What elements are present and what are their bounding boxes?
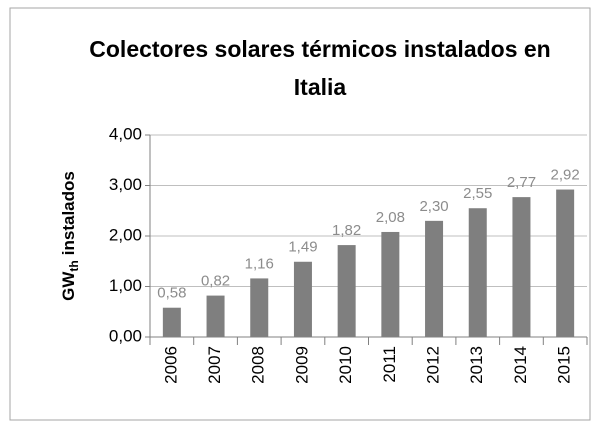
bar bbox=[337, 245, 356, 337]
bar bbox=[512, 197, 531, 337]
y-tick-label: 2,00 bbox=[109, 225, 142, 244]
bar bbox=[556, 189, 575, 337]
x-tick-label: 2010 bbox=[336, 346, 355, 384]
x-tick-label: 2011 bbox=[380, 346, 399, 383]
value-label: 1,16 bbox=[245, 255, 274, 272]
chart-frame bbox=[9, 7, 591, 421]
value-label: 2,55 bbox=[463, 185, 492, 202]
y-tick-label: 3,00 bbox=[109, 175, 142, 194]
x-tick-label: 2007 bbox=[205, 346, 224, 384]
y-label-main: GW bbox=[59, 271, 78, 301]
x-tick-label: 2008 bbox=[249, 346, 268, 384]
x-tick-label: 2009 bbox=[292, 346, 311, 384]
x-tick-label: 2012 bbox=[424, 346, 443, 384]
bar bbox=[425, 220, 444, 337]
y-tick-label: 4,00 bbox=[109, 124, 142, 143]
value-label: 1,49 bbox=[288, 239, 317, 256]
bar bbox=[206, 295, 225, 337]
value-label: 2,08 bbox=[376, 209, 405, 226]
x-tick-label: 2013 bbox=[467, 346, 486, 384]
value-label: 0,82 bbox=[201, 273, 230, 290]
x-tick-label: 2015 bbox=[555, 346, 574, 384]
bar bbox=[250, 278, 269, 337]
bar bbox=[293, 261, 312, 337]
x-tick-label: 2006 bbox=[161, 346, 180, 384]
y-label-sub: th bbox=[67, 260, 81, 271]
y-label-rest: instalados bbox=[59, 171, 78, 255]
y-tick-label: 1,00 bbox=[109, 276, 142, 295]
x-tick-label: 2014 bbox=[511, 346, 530, 384]
chart-title: Colectores solares térmicos instalados e… bbox=[89, 36, 551, 100]
value-label: 2,77 bbox=[507, 174, 536, 191]
bar bbox=[381, 231, 400, 337]
value-label: 2,30 bbox=[419, 198, 448, 215]
bar bbox=[162, 307, 181, 337]
y-axis-label: GWth instalados bbox=[59, 171, 81, 301]
value-label: 2,92 bbox=[551, 167, 580, 184]
bar bbox=[468, 208, 487, 337]
y-tick-label: 0,00 bbox=[109, 326, 142, 345]
value-label: 0,58 bbox=[157, 285, 186, 302]
value-label: 1,82 bbox=[332, 222, 361, 239]
